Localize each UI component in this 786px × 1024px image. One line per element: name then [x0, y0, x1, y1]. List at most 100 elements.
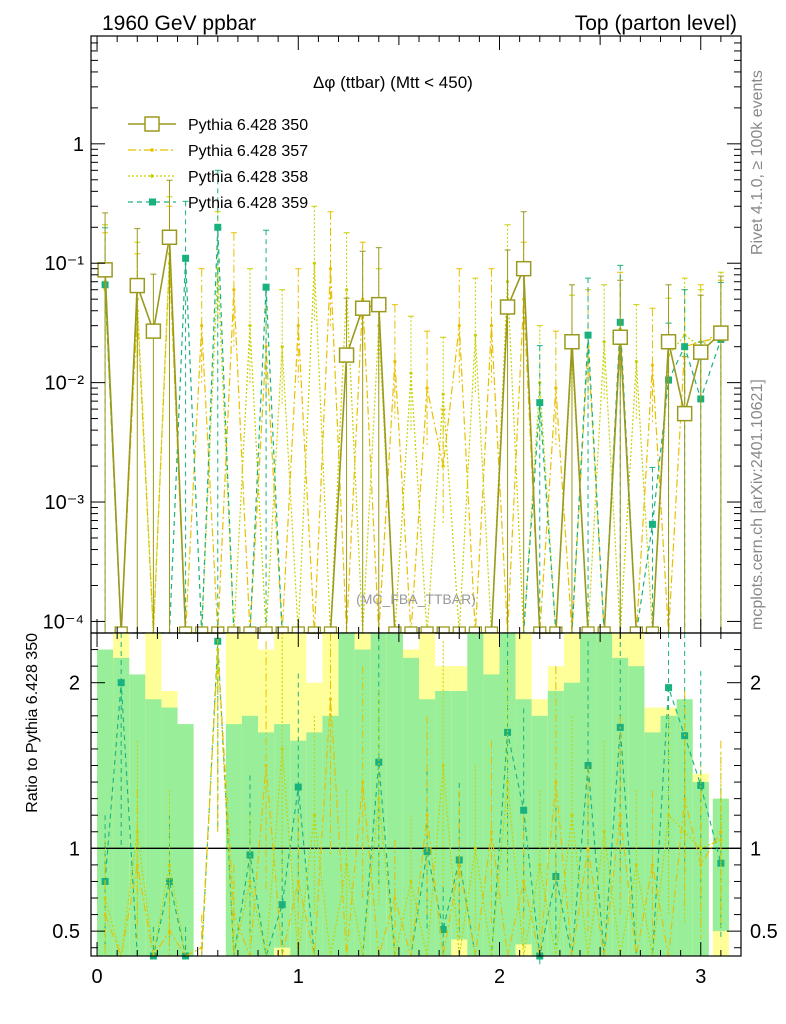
data-point-s359 [681, 343, 689, 351]
x-tick-label: 1 [293, 966, 304, 988]
data-point-s350 [145, 323, 162, 339]
data-point-s350 [371, 296, 387, 313]
data-point-floor [323, 626, 338, 634]
data-point-floor [259, 626, 273, 634]
ratio-point-s358 [667, 813, 671, 817]
ratio-point-s358 [683, 830, 687, 834]
ratio-y-tick-label: 0.5 [52, 921, 80, 943]
ratio-point-s359 [697, 781, 705, 789]
uncertainty-band-green [322, 715, 339, 956]
data-point-s357 [328, 267, 333, 271]
ratio-point-s358 [634, 863, 638, 867]
data-point-s350 [693, 344, 709, 360]
y-tick-label: 10⁻³ [45, 492, 85, 514]
data-point-s358 [216, 267, 220, 271]
ratio-point-s357 [425, 813, 429, 817]
x-tick-label: 2 [494, 966, 505, 988]
plot-title: Δφ (ttbar) (Mtt < 450) [313, 73, 473, 92]
uncertainty-band-green [402, 657, 420, 956]
ratio-point-s357 [264, 764, 268, 768]
ratio-point-s358 [135, 830, 139, 834]
data-point-floor [420, 626, 434, 634]
ratio-point-s357 [699, 863, 703, 867]
ratio-point-s357 [328, 697, 332, 701]
ratio-point-s358 [216, 648, 220, 652]
data-point-s350 [612, 329, 629, 345]
uncertainty-band-green [370, 633, 387, 956]
uncertainty-band-green [547, 690, 564, 956]
ratio-y-tick-label-right: 2 [750, 673, 761, 695]
data-point-s359 [536, 399, 544, 407]
ratio-point-s358 [506, 780, 510, 784]
data-point-s357 [393, 360, 397, 364]
ratio-point-s358 [602, 830, 606, 834]
ratio-point-s357 [522, 879, 526, 883]
uncertainty-band-green [145, 699, 162, 956]
arxiv-reference: mcplots.cern.ch [arXiv:2401.10621] [749, 379, 766, 630]
data-point-s357 [489, 324, 494, 328]
ratio-point-s358 [699, 846, 703, 850]
series-line-s359 [104, 227, 722, 634]
ratio-point-s359 [439, 925, 447, 933]
ratio-line-s358 [104, 649, 722, 957]
y-tick-label: 1 [73, 134, 84, 156]
data-point-s358 [280, 345, 284, 349]
ratio-point-s357 [296, 879, 300, 883]
data-point-s358 [312, 261, 316, 265]
y-tick-label: 10⁻⁴ [43, 611, 84, 633]
data-point-s350 [660, 333, 677, 350]
x-tick-label: 3 [695, 966, 706, 988]
legend-marker-s350 [144, 116, 160, 132]
ratio-point-s358 [409, 879, 413, 883]
ratio-y-tick-label-right: 0.5 [750, 921, 778, 943]
data-point-s358 [602, 340, 606, 344]
x-tick-label: 0 [91, 966, 102, 988]
uncertainty-band-green [435, 690, 452, 956]
data-point-s350 [354, 300, 371, 316]
y-tick-label: 10⁻¹ [45, 253, 85, 275]
data-point-s359 [584, 331, 592, 339]
ratio-point-s359 [520, 806, 528, 814]
data-point-floor [645, 626, 660, 634]
header-process: Top (parton level) [575, 12, 737, 35]
ratio-point-s357 [103, 913, 107, 917]
uncertainty-band-green [563, 682, 581, 956]
ratio-point-s358 [538, 863, 542, 867]
ratio-point-s358 [345, 863, 349, 867]
data-point-s350 [713, 325, 729, 341]
data-point-s359 [182, 254, 190, 262]
ratio-frame [90, 632, 742, 957]
ratio-point-s357 [554, 780, 558, 784]
ratio-point-s357 [232, 913, 236, 917]
ratio-point-s358 [280, 747, 284, 751]
ratio-point-s358 [441, 764, 445, 768]
data-point-floor [243, 626, 257, 634]
ratio-axes: 2 2 1 1 0.5 0.5 0 1 2 3 [52, 632, 778, 988]
legend-label-s359: Pythia 6.428 359 [188, 195, 308, 212]
ratio-point-s359 [665, 684, 673, 692]
uncertainty-band-green [483, 674, 500, 956]
data-point-floor [404, 626, 418, 634]
ratio-point-s357 [393, 896, 397, 900]
legend-marker-s357 [150, 148, 154, 152]
main-panel: Δφ (ttbar) (Mtt < 450) (MC_FBA_TTBAR) Py… [43, 35, 742, 634]
ratio-panel: 2 2 1 1 0.5 0.5 0 1 2 3 Ratio to Pythia 6.428 350 [24, 632, 778, 988]
uncertainty-band-green [692, 782, 709, 956]
data-point-floor [484, 626, 499, 634]
data-point-s350 [129, 277, 146, 294]
data-point-s357 [441, 464, 445, 468]
data-point-s350 [676, 405, 693, 422]
data-point-s350 [161, 229, 178, 246]
rivet-version: Rivet 4.1.0, ≥ 100k events [749, 70, 766, 255]
ratio-point-s357 [586, 846, 590, 850]
data-point-s358 [248, 324, 252, 328]
ratio-point-s357 [719, 830, 723, 834]
ratio-point-s358 [103, 896, 107, 900]
data-point-s358 [409, 371, 413, 375]
data-point-floor [581, 626, 595, 634]
analysis-watermark: (MC_FBA_TTBAR) [356, 591, 476, 607]
legend: Pythia 6.428 350 Pythia 6.428 357 Pythia 6… [128, 116, 308, 212]
uncertainty-band-green [258, 732, 275, 956]
uncertainty-band-green [274, 724, 291, 948]
ratio-point-s357 [457, 863, 461, 867]
